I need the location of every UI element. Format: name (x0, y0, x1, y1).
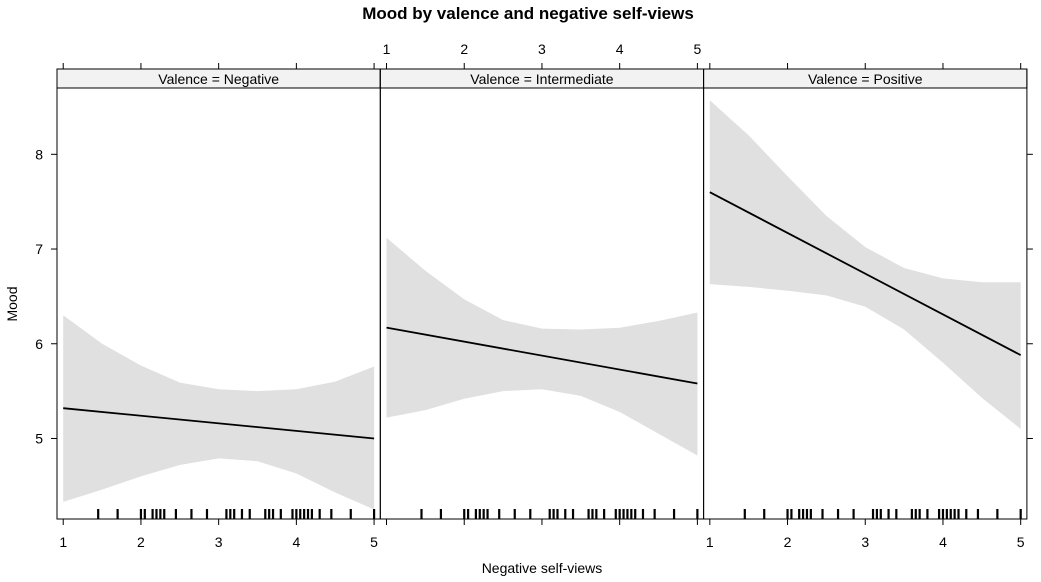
chart-panels: Valence = Negative Valence = Intermediate… (56, 68, 1028, 520)
x-tick-label: 4 (939, 534, 947, 550)
x-tick-label: 1 (59, 534, 67, 550)
chart-title: Mood by valence and negative self-views (362, 4, 694, 23)
x-tick-label: 2 (784, 534, 792, 550)
x-tick-label: 1 (706, 534, 714, 550)
x-tick-label: 3 (861, 534, 869, 550)
panel-2: Valence = Intermediate (379, 68, 705, 520)
y-tick-label: 7 (35, 241, 43, 257)
confidence-band (63, 315, 375, 510)
panel-1: Valence = Negative (56, 68, 381, 520)
strip-label: Valence = Positive (808, 71, 923, 87)
fit-line (386, 326, 698, 385)
strip-label: Valence = Intermediate (470, 71, 614, 87)
panel-3: Valence = Positive (703, 68, 1028, 520)
y-tick-label: 5 (35, 430, 43, 446)
fit-line (63, 407, 375, 440)
x-tick-label: 5 (1017, 534, 1025, 550)
x-tick-label: 2 (137, 534, 145, 550)
y-axis-label: Mood (4, 286, 20, 321)
x-tick-label-top: 4 (616, 41, 624, 57)
x-tick-label-top: 5 (693, 41, 701, 57)
strip-label: Valence = Negative (158, 71, 279, 87)
x-tick-label: 4 (292, 534, 300, 550)
chart-axes: 1 2 3 4 5 1 2 3 4 5 1 2 3 4 5 5 6 7 8 (35, 41, 1033, 550)
x-tick-label: 5 (370, 534, 378, 550)
confidence-band (386, 237, 698, 456)
confidence-band (709, 100, 1021, 430)
y-tick-label: 6 (35, 336, 43, 352)
x-tick-label-top: 1 (383, 41, 391, 57)
x-tick-label: 3 (215, 534, 223, 550)
x-tick-label-top: 2 (460, 41, 468, 57)
x-tick-label-top: 3 (538, 41, 546, 57)
y-tick-label: 8 (35, 146, 43, 162)
fit-line (709, 191, 1022, 356)
x-axis-label: Negative self-views (482, 560, 603, 576)
